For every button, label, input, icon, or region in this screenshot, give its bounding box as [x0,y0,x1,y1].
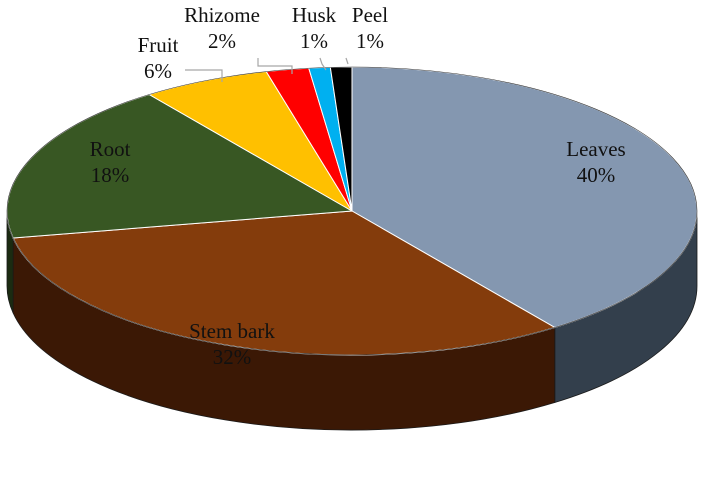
leader-line-rhizome [257,58,293,74]
slice-label-leaves: Leaves [566,137,625,161]
leader-line-fruit [185,69,223,82]
slice-percent-rhizome: 2% [208,29,236,53]
pie-top-faces [6,66,698,356]
slice-percent-root: 18% [91,163,130,187]
slice-percent-husk: 1% [300,29,328,53]
slice-percent-peel: 1% [356,29,384,53]
leader-line-husk [319,57,327,71]
pie-outline [6,66,698,356]
slice-label-stem-bark: Stem bark [189,319,275,343]
slice-label-root: Root [90,137,131,161]
leader-line-peel [345,57,349,65]
slice-percent-fruit: 6% [144,59,172,83]
leader-lines [185,57,349,82]
slice-label-peel: Peel [352,3,388,27]
slice-percent-leaves: 40% [577,163,616,187]
slice-label-rhizome: Rhizome [184,3,260,27]
slice-label-fruit: Fruit [138,33,179,57]
slice-label-husk: Husk [292,3,337,27]
slice-percent-stem-bark: 32% [213,345,252,369]
